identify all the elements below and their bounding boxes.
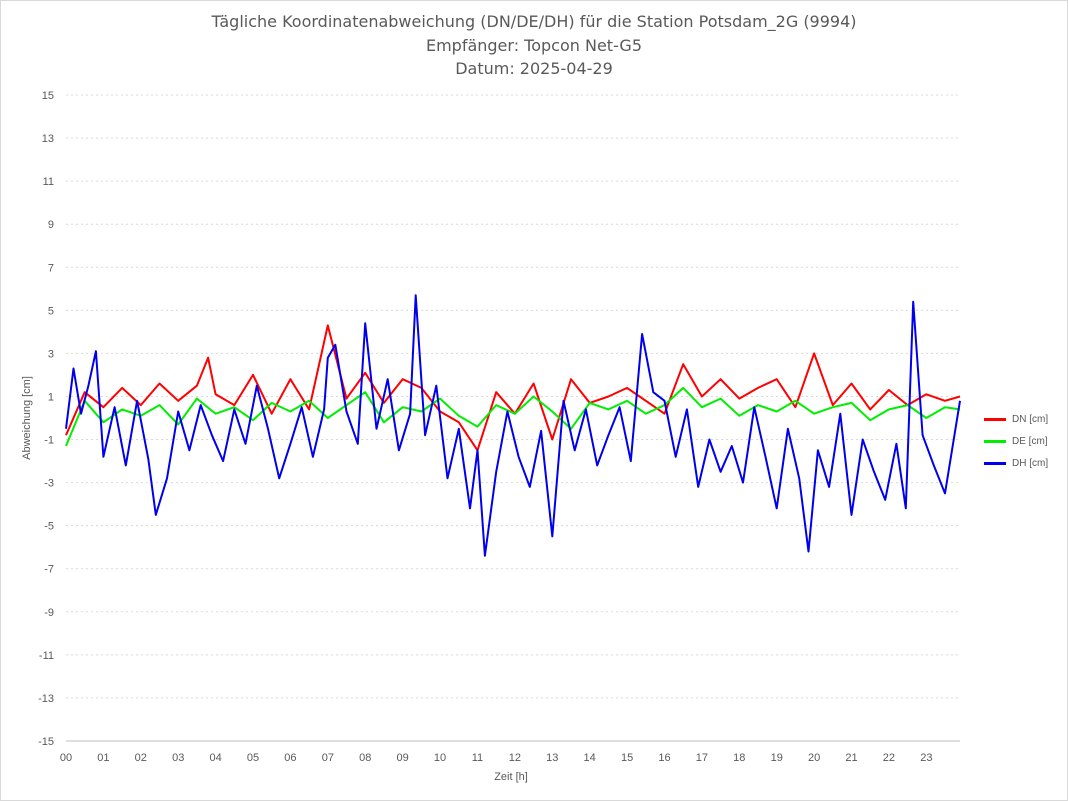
x-tick-label: 11 xyxy=(472,752,483,764)
y-tick-label: 13 xyxy=(42,133,54,145)
series-line-dn xyxy=(65,324,961,452)
legend-swatch xyxy=(984,461,1006,465)
y-tick-labels: 15 13 11 9 7 5 3 1 -1 -3 -5 -7 -9 -11 -13 -15 xyxy=(38,90,54,748)
legend-item: DN [cm] xyxy=(984,408,1064,430)
y-tick-label: 3 xyxy=(48,348,54,360)
x-tick-label: 03 xyxy=(172,752,184,764)
series-layer xyxy=(65,294,961,557)
legend-item: DE [cm] xyxy=(984,430,1064,452)
legend: DN [cm] DE [cm] DH [cm] xyxy=(984,408,1064,474)
x-tick-label: 17 xyxy=(696,752,708,764)
x-tick-label: 14 xyxy=(584,752,596,764)
legend-label: DN [cm] xyxy=(1012,413,1049,425)
chart-title: Tägliche Koordinatenabweichung (DN/DE/DH… xyxy=(211,12,857,31)
legend-swatch xyxy=(984,417,1006,421)
legend-swatch xyxy=(984,439,1006,443)
chart-date: Datum: 2025-04-29 xyxy=(455,59,613,78)
y-tick-label: -13 xyxy=(38,693,54,705)
x-tick-label: 09 xyxy=(397,752,409,764)
series-line-dh xyxy=(65,294,961,557)
x-tick-label: 12 xyxy=(509,752,521,764)
y-tick-label: -11 xyxy=(39,650,54,662)
series-line-de xyxy=(65,386,961,447)
x-tick-label: 21 xyxy=(845,752,857,764)
legend-item: DH [cm] xyxy=(984,452,1064,474)
x-tick-label: 06 xyxy=(284,752,296,764)
x-tick-label: 05 xyxy=(247,752,259,764)
y-tick-label: 5 xyxy=(48,305,54,317)
y-tick-label: -15 xyxy=(38,736,54,748)
y-tick-label: -9 xyxy=(44,607,54,619)
y-tick-label: -7 xyxy=(44,564,54,576)
grid-layer xyxy=(66,94,960,742)
y-tick-label: -5 xyxy=(44,521,54,533)
x-tick-labels: 00 01 02 03 04 05 06 07 08 09 10 11 12 13 14 15 16 17 18 19… xyxy=(60,752,933,764)
x-tick-label: 00 xyxy=(60,752,72,764)
chart-subtitle: Empfänger: Topcon Net-G5 xyxy=(425,36,643,55)
y-axis-title: Abweichung [cm] xyxy=(21,376,33,460)
x-tick-label: 04 xyxy=(209,752,221,764)
x-axis-title: Zeit [h] xyxy=(494,771,528,783)
x-tick-label: 22 xyxy=(883,752,895,764)
x-tick-label: 08 xyxy=(359,752,371,764)
x-tick-label: 15 xyxy=(621,752,633,764)
x-tick-label: 13 xyxy=(546,752,558,764)
x-tick-label: 10 xyxy=(434,752,446,764)
x-tick-label: 16 xyxy=(658,752,670,764)
y-tick-label: -1 xyxy=(44,435,54,447)
legend-label: DE [cm] xyxy=(1012,435,1048,447)
y-tick-label: 9 xyxy=(48,219,54,231)
y-tick-label: -3 xyxy=(44,478,54,490)
x-tick-label: 20 xyxy=(808,752,820,764)
y-tick-label: 11 xyxy=(43,176,54,188)
x-tick-label: 02 xyxy=(135,752,147,764)
x-tick-label: 01 xyxy=(97,752,109,764)
x-tick-label: 23 xyxy=(920,752,932,764)
y-tick-label: 7 xyxy=(48,262,54,274)
x-tick-label: 18 xyxy=(733,752,745,764)
x-tick-label: 07 xyxy=(322,752,334,764)
legend-label: DH [cm] xyxy=(1012,457,1049,469)
y-tick-label: 1 xyxy=(48,391,54,403)
y-tick-label: 15 xyxy=(42,90,54,102)
x-tick-label: 19 xyxy=(771,752,783,764)
